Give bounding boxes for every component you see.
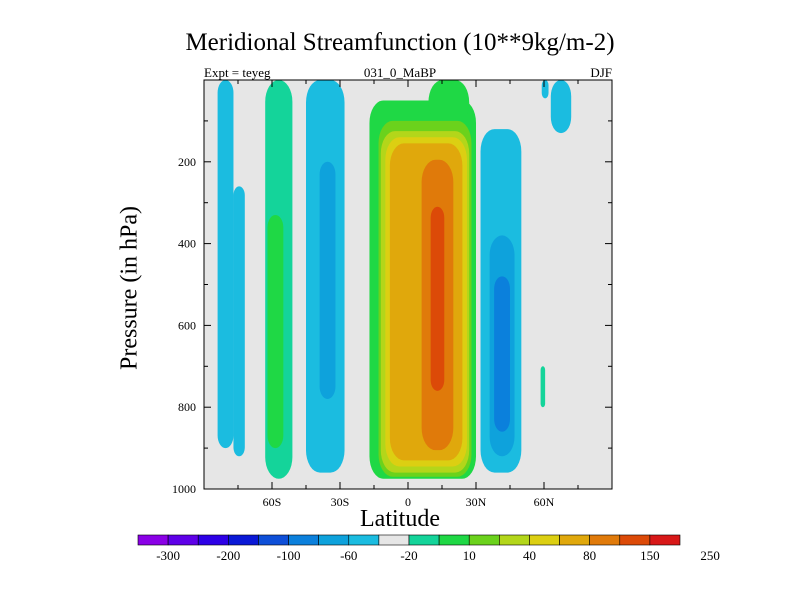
colorbar-swatch (167, 534, 199, 546)
colorbar-swatch (649, 534, 681, 546)
y-tick-label: 200 (178, 155, 196, 169)
colorbar-swatch (288, 534, 319, 546)
colorbar: -300 -200 -100 -60 -20 10 40 80 150 250 (137, 534, 720, 563)
colorbar-tick-label: -60 (340, 548, 357, 563)
colorbar-tick-label: -100 (277, 548, 301, 563)
x-tick-label: 60N (534, 495, 555, 509)
y-tick-label: 800 (178, 400, 196, 414)
colorbar-tick-label: 250 (700, 548, 720, 563)
colorbar-tick-label: 10 (463, 548, 476, 563)
contour-region-13 (430, 206, 445, 391)
contour-region-5 (319, 161, 336, 400)
colorbar-swatch (408, 534, 440, 546)
contour-region-0 (217, 80, 234, 449)
colorbar-tick-label: -300 (156, 548, 180, 563)
colorbar-swatch (438, 534, 470, 546)
colorbar-tick-label: 150 (640, 548, 660, 563)
chart-title: Meridional Streamfunction (10**9kg/m-2) (185, 29, 615, 56)
y-tick-label: 400 (178, 237, 196, 251)
colorbar-swatch (137, 534, 169, 546)
x-tick-label: 30S (331, 495, 350, 509)
colorbar-tick-label: 80 (583, 548, 596, 563)
contour-region-3 (267, 214, 284, 449)
run-label: 031_0_MaBP (363, 65, 437, 80)
x-tick-label: 0 (405, 495, 411, 509)
colorbar-swatch (258, 534, 289, 546)
colorbar-swatch (318, 534, 350, 546)
colorbar-swatch (529, 534, 560, 546)
colorbar-tick-label: 40 (523, 548, 536, 563)
season-label: DJF (590, 65, 612, 80)
y-tick-label: 1000 (172, 482, 196, 496)
contour-fields (217, 80, 572, 479)
x-tick-label: 60S (263, 495, 282, 509)
colorbar-swatch (468, 534, 500, 546)
x-axis-label: Latitude (360, 506, 440, 532)
colorbar-swatch (559, 534, 590, 546)
colorbar-swatch (378, 534, 410, 546)
y-axis-label: Pressure (in hPa) (116, 206, 143, 370)
colorbar-tick-label: -20 (400, 548, 417, 563)
colorbar-swatch (197, 534, 229, 546)
colorbar-tick-label: -200 (216, 548, 240, 563)
x-tick-label: 30N (466, 495, 487, 509)
colorbar-swatch (499, 534, 530, 546)
contour-region-1 (233, 186, 245, 457)
colorbar-swatch (619, 534, 651, 546)
contour-region-18 (541, 80, 549, 99)
contour-region-19 (540, 366, 546, 408)
experiment-label: Expt = teyeg (204, 65, 271, 80)
contour-region-16 (494, 276, 510, 432)
colorbar-swatch (348, 534, 380, 546)
colorbar-swatch (228, 534, 259, 546)
y-tick-label: 600 (178, 318, 196, 332)
contour-region-7 (428, 80, 470, 125)
colorbar-swatch (589, 534, 621, 546)
contour-region-17 (550, 80, 572, 134)
